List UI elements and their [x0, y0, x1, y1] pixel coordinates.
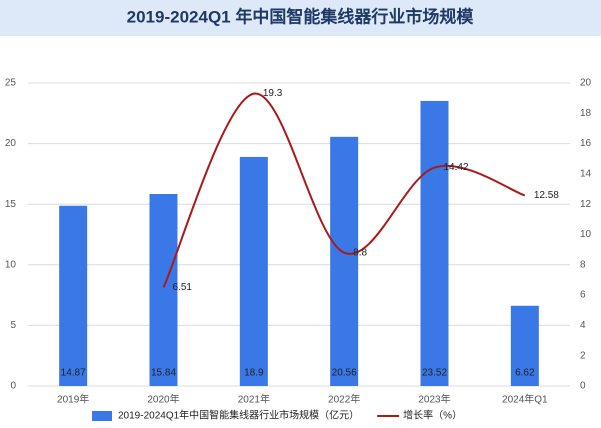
y2-tick-label: 16	[580, 138, 592, 149]
line-value-label: 12.58	[534, 190, 559, 201]
y2-tick-label: 18	[580, 108, 592, 119]
y-tick-label: 0	[10, 381, 16, 392]
line-value-label: 19.3	[263, 88, 283, 99]
line-value-label: 8.8	[353, 247, 367, 258]
bar	[420, 100, 449, 387]
x-tick-label: 2019年	[57, 393, 89, 406]
bar-value-label: 15.84	[151, 368, 176, 379]
legend-swatch	[92, 411, 112, 421]
x-tick-label: 2021年	[238, 393, 270, 406]
chart-title: 2019-2024Q1 年中国智能集线器行业市场规模	[127, 6, 475, 26]
line-value-label: 6.51	[173, 282, 193, 293]
line-value-label: 14.42	[444, 162, 469, 173]
bar	[239, 156, 268, 386]
title-banner	[0, 0, 601, 36]
y2-tick-label: 14	[580, 169, 592, 180]
bar-value-label: 6.62	[515, 368, 535, 379]
bar	[149, 194, 178, 386]
y2-tick-label: 2	[580, 350, 586, 361]
y2-tick-label: 6	[580, 290, 586, 301]
bar	[510, 305, 539, 386]
y2-tick-label: 4	[580, 320, 586, 331]
bar-value-label: 23.52	[422, 368, 447, 379]
y-tick-label: 10	[5, 259, 17, 270]
y2-tick-label: 8	[580, 259, 586, 270]
y2-tick-label: 20	[580, 78, 592, 89]
x-tick-label: 2023年	[418, 393, 450, 406]
legend-label: 增长率（%）	[403, 409, 462, 422]
x-tick-label: 2024年Q1	[502, 393, 548, 406]
bar-value-label: 14.87	[61, 368, 86, 379]
y-tick-label: 15	[5, 199, 17, 210]
x-tick-label: 2020年	[147, 393, 179, 406]
y-tick-label: 25	[5, 78, 17, 89]
bar	[330, 136, 359, 386]
line-series	[162, 92, 526, 288]
bar-value-label: 18.9	[244, 368, 264, 379]
bar	[59, 205, 88, 386]
y2-tick-label: 12	[580, 199, 592, 210]
y-tick-label: 5	[10, 320, 16, 331]
y-tick-label: 20	[5, 138, 17, 149]
y2-tick-label: 10	[580, 229, 592, 240]
bar-value-label: 20.56	[332, 368, 357, 379]
x-tick-label: 2022年	[328, 393, 360, 406]
y2-tick-label: 0	[580, 381, 586, 392]
legend-label: 2019-2024Q1年中国智能集线器行业市场规模（亿元）	[118, 409, 359, 422]
